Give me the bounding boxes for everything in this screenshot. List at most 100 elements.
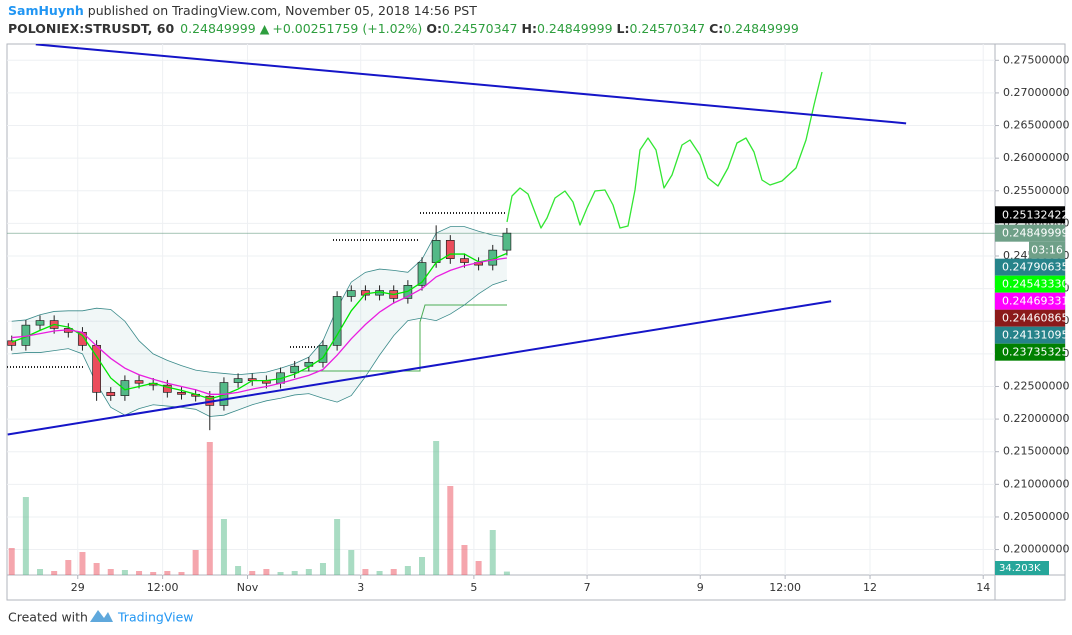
countdown: 03:16 <box>1031 244 1063 257</box>
volume-bar <box>22 497 29 575</box>
x-tick-label: 7 <box>584 581 591 594</box>
price-tag <box>995 292 1065 310</box>
x-tick-label: 9 <box>697 581 704 594</box>
volume-bar <box>65 560 72 575</box>
x-tick-label: 12:00 <box>147 581 179 594</box>
field-value: 0.24570347 <box>442 21 518 36</box>
volume-bar <box>362 569 369 575</box>
direction: ▲ <box>260 21 270 36</box>
countdown-box <box>1029 241 1065 259</box>
volume-bar <box>319 563 326 575</box>
volume-bar <box>334 519 341 575</box>
volume-bar <box>433 441 440 575</box>
price-tag-label: 0.24790635 <box>1002 261 1068 274</box>
candle-body <box>7 340 17 346</box>
legend-line: POLONIEX:STRUSDT, 60 0.24849999 ▲ +0.002517… <box>8 21 799 36</box>
price-tag <box>995 224 1065 242</box>
trendline <box>35 44 907 125</box>
candle-body <box>233 378 243 383</box>
volume-bar <box>220 519 227 575</box>
step-line <box>300 304 507 372</box>
volume-bar <box>178 572 185 575</box>
volume-bar <box>121 570 128 575</box>
y-tick-label: 0.22500000 <box>1003 379 1069 392</box>
trendline <box>7 300 832 436</box>
x-tick-label: 12:00 <box>769 581 801 594</box>
field-value: 0.24849999 <box>537 21 613 36</box>
x-tick-label: Nov <box>237 581 259 594</box>
volume-bar <box>447 486 454 575</box>
price-tag <box>995 258 1065 276</box>
y-tick-label: 0.20500000 <box>1003 510 1069 523</box>
band-fill <box>11 226 507 417</box>
price-tag <box>995 309 1065 327</box>
volume-bar <box>192 550 199 575</box>
field-name: H: <box>522 21 537 36</box>
volume-bar <box>93 563 100 575</box>
price-tag-label: 0.25132422 <box>1002 208 1068 221</box>
field-name: O: <box>426 21 442 36</box>
x-tick-label: 12 <box>863 581 877 594</box>
volume-bar <box>489 530 496 575</box>
volume-bar <box>37 569 44 575</box>
candle-body <box>332 296 342 346</box>
y-tick-label: 0.26000000 <box>1003 151 1069 164</box>
price-tag <box>995 275 1065 293</box>
volume-bar <box>475 561 482 575</box>
volume-bar <box>291 571 298 575</box>
price-tag <box>995 326 1065 344</box>
x-tick-label: 3 <box>357 581 364 594</box>
volume-bar <box>164 571 171 575</box>
volume-bar <box>51 571 58 575</box>
published: published on TradingView.com, November 0… <box>88 3 477 18</box>
volume-bar <box>235 566 242 575</box>
band-line <box>11 226 507 376</box>
volume-bar <box>136 571 143 575</box>
brand-logo <box>90 610 113 622</box>
change: +0.00251759 <box>272 21 358 36</box>
price-tag <box>995 343 1065 361</box>
y-tick-label: 0.26500000 <box>1003 119 1069 132</box>
volume-bar <box>107 569 114 575</box>
volume-tag-label: 34.203K <box>999 563 1041 574</box>
plot <box>7 44 995 575</box>
candle-body <box>35 320 45 326</box>
candle-body <box>134 380 144 384</box>
y-tick-label: 0.25500000 <box>1003 184 1069 197</box>
volume-bar <box>390 569 397 575</box>
change-percent: (+1.02%) <box>362 21 422 36</box>
last-price: 0.24849999 <box>180 21 256 36</box>
x-tick-label: 14 <box>976 581 990 594</box>
candle-body <box>502 232 512 251</box>
volume-bar <box>8 548 15 575</box>
y-tick-label: 0.20000000 <box>1003 543 1069 556</box>
candle-body <box>106 391 116 396</box>
volume-bar <box>404 566 411 575</box>
price-tag-label: 0.24543330 <box>1002 278 1068 291</box>
price-tag-label: 0.24469331 <box>1002 295 1068 308</box>
volume-bar <box>461 545 468 575</box>
volume-bar <box>305 569 312 575</box>
volume-bar <box>249 571 256 575</box>
candle-body <box>417 262 427 286</box>
field-value: 0.24849999 <box>723 21 799 36</box>
header-line: SamHuynh published on TradingView.com, No… <box>8 3 477 18</box>
volume-bar <box>206 442 213 575</box>
field-value: 0.24570347 <box>630 21 706 36</box>
footer-brand: TradingView <box>117 610 194 625</box>
indicator-line <box>11 257 507 395</box>
price-tag-label: 0.24131095 <box>1002 329 1068 342</box>
y-tick-label: 0.27000000 <box>1003 86 1069 99</box>
field-name: L: <box>617 21 630 36</box>
price-tag-label: 0.23735325 <box>1002 346 1068 359</box>
volume-bar <box>150 572 157 575</box>
volume-bar <box>348 550 355 575</box>
footer-text: Created with <box>8 610 88 625</box>
volume-tag <box>995 561 1049 575</box>
x-tick-label: 5 <box>470 581 477 594</box>
candle-body <box>162 384 172 393</box>
grid <box>7 44 995 575</box>
author: SamHuynh <box>8 3 84 18</box>
candle-body <box>318 345 328 363</box>
